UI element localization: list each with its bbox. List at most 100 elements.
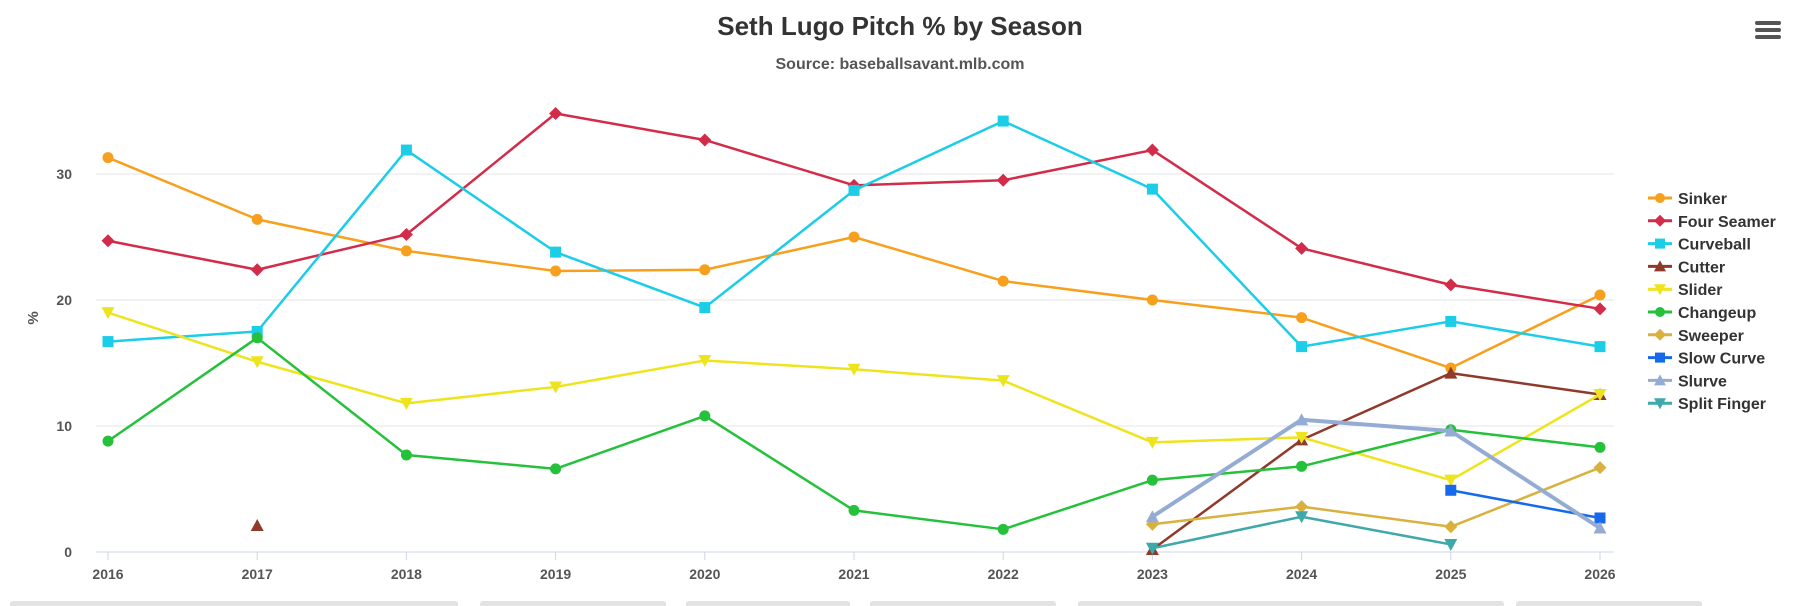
bottom-tab[interactable] [1078,601,1308,606]
data-point[interactable] [102,336,114,348]
legend-marker[interactable] [1654,398,1666,410]
series-line[interactable] [1151,371,1601,551]
legend-marker[interactable] [1654,260,1666,272]
series-line[interactable] [1152,466,1601,529]
data-point[interactable] [848,184,860,196]
x-tick-label: 2022 [988,566,1019,582]
data-point[interactable] [399,397,413,410]
bottom-tab[interactable] [1304,601,1504,606]
data-point[interactable] [1444,474,1458,487]
data-point[interactable] [101,234,115,248]
data-point[interactable] [1296,312,1308,324]
data-point[interactable] [1295,511,1309,524]
data-point[interactable] [1445,484,1457,496]
data-point[interactable] [102,152,114,164]
bottom-tab[interactable] [480,601,666,606]
legend-item-sweeper[interactable]: Sweeper [1648,328,1744,345]
legend-marker[interactable] [1655,352,1665,363]
data-point[interactable] [250,356,264,369]
data-point[interactable] [1146,183,1158,195]
bottom-tab[interactable] [10,601,458,606]
data-point[interactable] [1295,500,1309,514]
data-point[interactable] [251,213,263,225]
data-point[interactable] [1594,341,1606,353]
data-point[interactable] [549,381,563,394]
data-point[interactable] [848,231,860,243]
data-point[interactable] [996,173,1010,187]
legend-item-slider[interactable]: Slider [1648,282,1722,299]
data-point[interactable] [550,265,562,277]
data-point[interactable] [699,264,711,276]
legend-item-changeup[interactable]: Changeup [1648,305,1756,322]
data-point[interactable] [1594,441,1606,453]
data-point[interactable] [1593,389,1607,401]
data-point[interactable] [250,519,264,532]
data-point[interactable] [1295,241,1309,255]
data-point[interactable] [1295,413,1309,426]
data-point[interactable] [698,354,712,367]
series-line[interactable] [1151,417,1602,530]
data-point[interactable] [550,246,562,258]
data-point[interactable] [549,107,563,121]
legend-item-curveball[interactable]: Curveball [1648,237,1751,254]
data-point[interactable] [699,410,711,422]
legend-item-slurve[interactable]: Slurve [1648,373,1727,390]
data-point[interactable] [250,263,264,277]
data-point[interactable] [1444,520,1458,534]
data-point[interactable] [1593,461,1607,475]
data-point[interactable] [251,326,263,337]
data-point[interactable] [101,307,115,320]
data-point[interactable] [251,332,263,344]
data-point[interactable] [1145,510,1159,523]
data-point[interactable] [1296,341,1308,353]
data-point[interactable] [1444,424,1458,437]
legend-marker[interactable] [1654,374,1666,386]
data-point[interactable] [1295,431,1309,444]
bottom-tab[interactable] [1516,601,1702,606]
data-point[interactable] [1146,294,1158,306]
data-point[interactable] [1593,521,1607,534]
data-point[interactable] [400,449,412,461]
menu-button[interactable] [1752,18,1784,48]
legend-marker[interactable] [1654,328,1666,341]
data-point[interactable] [848,504,860,516]
data-point[interactable] [847,363,861,376]
legend-marker[interactable] [1654,284,1666,296]
data-point[interactable] [1444,366,1458,379]
data-point[interactable] [1445,315,1457,327]
data-point[interactable] [1145,436,1159,449]
data-point[interactable] [1594,289,1606,301]
data-point[interactable] [1146,474,1158,486]
data-point[interactable] [399,227,413,241]
data-point[interactable] [698,133,712,147]
legend-item-split-finger[interactable]: Split Finger [1648,396,1766,413]
legend-item-sinker[interactable]: Sinker [1648,191,1727,208]
data-point[interactable] [699,302,711,314]
data-point[interactable] [400,245,412,257]
data-point[interactable] [1296,460,1308,472]
data-point[interactable] [997,115,1009,127]
data-point[interactable] [1145,542,1159,555]
data-point[interactable] [1444,278,1458,292]
data-point[interactable] [1145,143,1159,157]
legend-marker[interactable] [1655,238,1665,249]
data-point[interactable] [997,275,1009,287]
legend-item-cutter[interactable]: Cutter [1648,259,1725,276]
legend-marker[interactable] [1655,193,1665,203]
data-point[interactable] [996,375,1010,388]
data-point[interactable] [1594,512,1606,524]
legend-item-four-seamer[interactable]: Four Seamer [1648,214,1776,231]
series-line[interactable] [107,112,1601,311]
legend-marker[interactable] [1655,307,1665,317]
bottom-tab[interactable] [686,601,850,606]
bottom-tab[interactable] [870,601,1056,606]
data-point[interactable] [1444,538,1458,551]
data-point[interactable] [997,523,1009,535]
legend-item-slow-curve[interactable]: Slow Curve [1648,351,1765,368]
data-point[interactable] [400,144,412,156]
data-point[interactable] [1593,302,1607,316]
x-tick-label: 2020 [689,566,720,582]
data-point[interactable] [102,435,114,447]
data-point[interactable] [550,463,562,475]
legend-marker[interactable] [1654,214,1666,227]
